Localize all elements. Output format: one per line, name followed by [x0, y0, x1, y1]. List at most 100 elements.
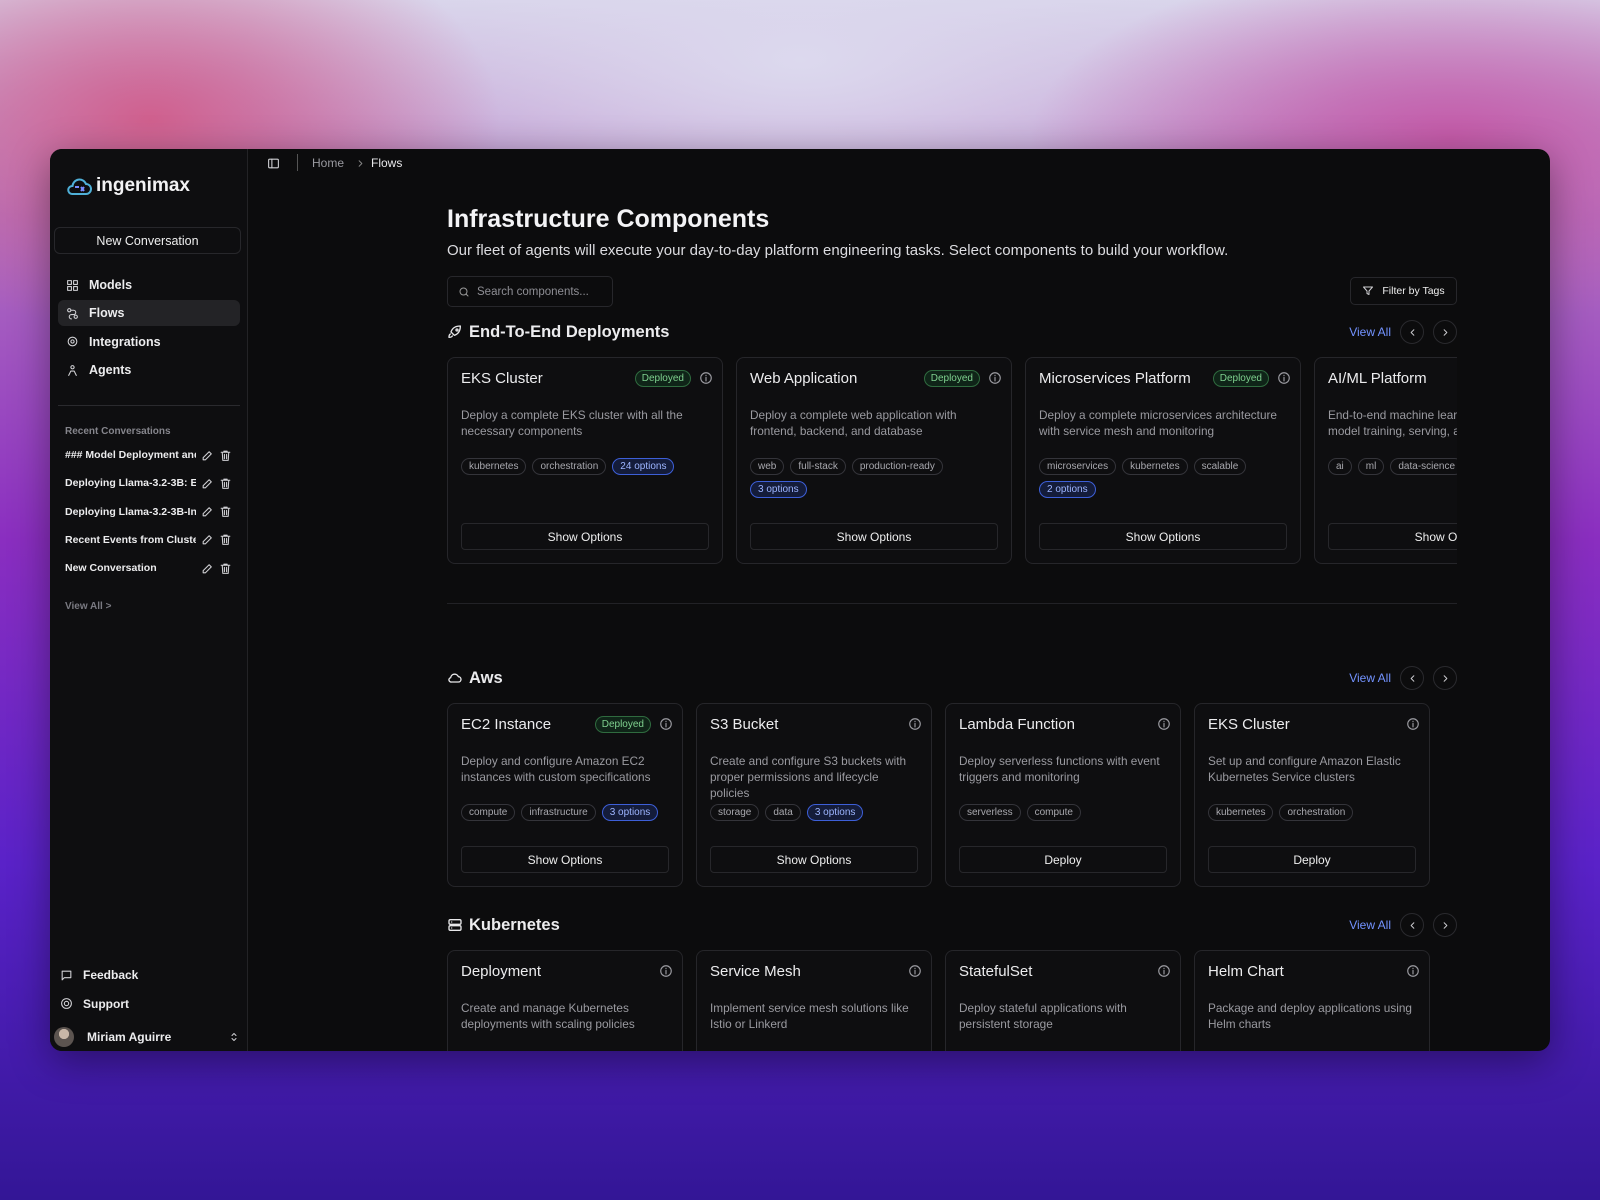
tag: compute — [461, 804, 516, 821]
next-button[interactable] — [1433, 913, 1457, 937]
component-card: Deployment Create and manage Kubernetes d… — [447, 950, 683, 1051]
tag: web — [750, 458, 785, 475]
tag: ml — [1357, 458, 1385, 475]
component-card: Microservices Platform Deployed Deploy a c… — [1025, 357, 1301, 564]
view-all-link[interactable]: View All — [1349, 325, 1391, 339]
delete-icon[interactable] — [214, 562, 232, 575]
card-button[interactable]: Deploy — [959, 846, 1167, 873]
recent-conversation[interactable]: Deploying Llama-3.2-3B-Inst — [65, 502, 253, 522]
delete-icon[interactable] — [214, 477, 232, 490]
logo: ingenimax — [65, 175, 190, 197]
card-header: AI/ML Platform — [1328, 367, 1457, 389]
card-header: EKS Cluster Deployed — [461, 367, 713, 389]
user-menu[interactable]: Miriam Aguirre — [54, 1026, 240, 1048]
info-icon[interactable] — [1406, 717, 1420, 731]
recent-conversation[interactable]: Recent Events from Cluster: a — [65, 530, 253, 550]
card-row: Deployment Create and manage Kubernetes d… — [447, 950, 1457, 1051]
edit-icon[interactable] — [196, 505, 214, 518]
tag: data — [765, 804, 801, 821]
card-description: Create and manage Kubernetes deployments… — [461, 1001, 635, 1031]
info-icon[interactable] — [908, 717, 922, 731]
tag: production-ready — [851, 458, 943, 475]
next-button[interactable] — [1433, 320, 1457, 344]
component-card: Lambda Function Deploy serverless functio… — [945, 703, 1181, 887]
info-icon[interactable] — [1157, 964, 1171, 978]
edit-icon[interactable] — [196, 449, 214, 462]
component-card: S3 Bucket Create and configure S3 buckets… — [696, 703, 932, 887]
page-title: Infrastructure Components — [447, 205, 770, 233]
previous-button[interactable] — [1400, 913, 1424, 937]
card-header: StatefulSet — [959, 960, 1171, 982]
tag-list: serverless compute — [959, 804, 1167, 821]
recent-conversation[interactable]: New Conversation — [65, 558, 253, 578]
avatar — [54, 1027, 74, 1047]
status-badge: Deployed — [634, 369, 691, 387]
info-icon[interactable] — [1406, 964, 1420, 978]
view-all-link[interactable]: View All — [1349, 671, 1391, 685]
card-button[interactable]: Show Options — [710, 846, 918, 873]
component-card: EC2 Instance Deployed Deploy and configure… — [447, 703, 683, 887]
info-icon[interactable] — [908, 964, 922, 978]
nav-item[interactable]: Agents — [58, 357, 240, 383]
card-button[interactable]: Deploy — [1208, 846, 1416, 873]
card-button[interactable]: Show Options — [750, 523, 998, 550]
section-title: Kubernetes — [469, 915, 560, 934]
info-icon[interactable] — [1277, 371, 1291, 385]
search-box[interactable]: Search components... — [447, 276, 613, 307]
info-icon[interactable] — [659, 717, 673, 731]
card-title: EKS Cluster — [461, 369, 543, 387]
info-icon[interactable] — [1157, 717, 1171, 731]
nav-item[interactable]: Flows — [58, 300, 240, 327]
options-tag: 3 options — [601, 804, 659, 821]
card-button[interactable]: Show Options — [461, 846, 669, 873]
options-tag: 2 options — [1039, 481, 1096, 498]
card-header: Web Application Deployed — [750, 367, 1002, 389]
card-row: EC2 Instance Deployed Deploy and configure… — [447, 703, 1457, 887]
previous-button[interactable] — [1400, 666, 1424, 690]
card-title: Helm Chart — [1208, 962, 1284, 980]
edit-icon[interactable] — [196, 562, 214, 575]
sidebar-toggle[interactable] — [267, 157, 280, 170]
card-button[interactable]: Show Options — [1328, 523, 1457, 550]
tag: compute — [1026, 804, 1081, 821]
info-icon[interactable] — [659, 964, 673, 978]
info-icon[interactable] — [988, 371, 1002, 385]
card-header: Service Mesh — [710, 960, 922, 982]
nav-item[interactable]: Integrations — [58, 329, 240, 355]
filter-button[interactable]: Filter by Tags — [1350, 277, 1457, 305]
view-all-link[interactable]: View All > — [65, 601, 112, 612]
breadcrumb-chevron — [355, 158, 366, 169]
info-icon[interactable] — [699, 371, 713, 385]
card-description: Deploy a complete EKS cluster with all t… — [461, 408, 683, 438]
previous-button[interactable] — [1400, 320, 1424, 344]
view-all-link[interactable]: View All — [1349, 918, 1391, 932]
card-button[interactable]: Show Options — [461, 523, 709, 550]
new-conversation-button[interactable]: New Conversation — [54, 227, 241, 254]
next-button[interactable] — [1433, 666, 1457, 690]
edit-icon[interactable] — [196, 477, 214, 490]
recent-conversation[interactable]: ### Model Deployment and F — [65, 445, 253, 465]
recent-conversation[interactable]: Deploying Llama-3.2-3B: Env — [65, 473, 253, 493]
card-header: Deployment — [461, 960, 673, 982]
footer-item[interactable]: Support — [52, 991, 234, 1017]
nav-item[interactable]: Models — [58, 272, 240, 298]
delete-icon[interactable] — [214, 449, 232, 462]
footer-item[interactable]: Feedback — [52, 962, 234, 988]
card-row: EKS Cluster Deployed Deploy a complete EKS… — [447, 357, 1457, 564]
card-title: EKS Cluster — [1208, 715, 1290, 733]
card-button[interactable]: Show Options — [1039, 523, 1287, 550]
section-header: Kubernetes View All — [447, 912, 1457, 938]
component-card: StatefulSet Deploy stateful applications … — [945, 950, 1181, 1051]
search-placeholder: Search components... — [477, 285, 589, 298]
section-divider — [447, 603, 1457, 604]
component-card: AI/ML Platform End-to-end machine learnin… — [1314, 357, 1457, 564]
tag: orchestration — [1279, 804, 1354, 821]
tag: kubernetes — [461, 458, 527, 475]
conversation-title: Recent Events from Cluster: a — [65, 533, 196, 546]
card-description: End-to-end machine learning platform wit… — [1328, 408, 1457, 438]
tag-list: kubernetes orchestration 24 options — [461, 458, 709, 475]
breadcrumb-item[interactable]: Home — [312, 156, 345, 170]
delete-icon[interactable] — [214, 533, 232, 546]
delete-icon[interactable] — [214, 505, 232, 518]
edit-icon[interactable] — [196, 533, 214, 546]
